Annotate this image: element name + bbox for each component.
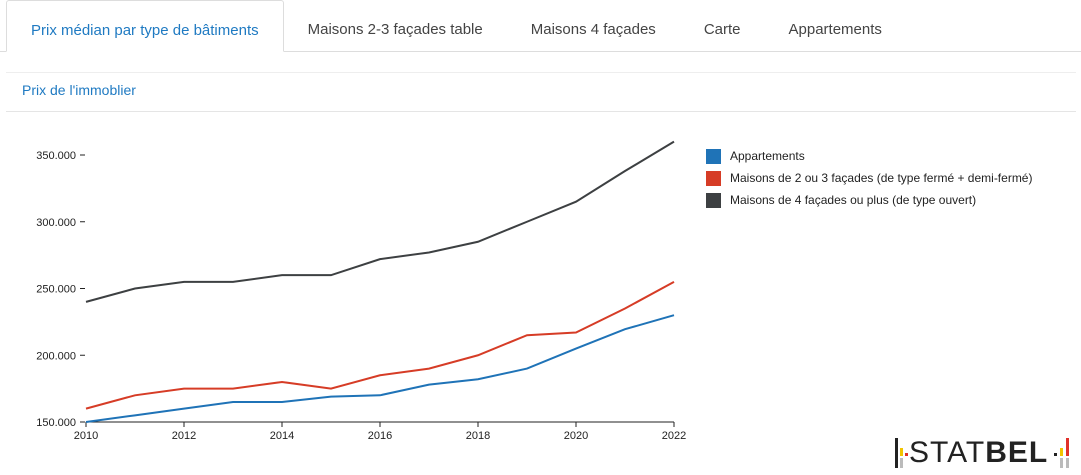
panel: [6, 72, 1076, 475]
series-line: [85, 140, 675, 303]
x-tick-label: 2010: [74, 430, 98, 442]
legend-swatch: [706, 170, 721, 186]
tab-prix-median[interactable]: Prix médian par type de bâtiments: [6, 0, 284, 52]
y-tick-label: 300.000: [36, 217, 76, 229]
logo-bars-icon: [895, 438, 908, 468]
y-tick-label: 350.000: [36, 150, 76, 162]
legend: Appartements Maisons de 2 ou 3 façades (…: [706, 145, 1032, 211]
legend-label: Appartements: [730, 149, 805, 163]
x-tick-label: 2016: [368, 430, 392, 442]
x-tick-label: 2014: [270, 430, 294, 442]
tab-maisons-2-3[interactable]: Maisons 2-3 façades table: [307, 21, 483, 38]
x-tick-label: 2018: [466, 430, 490, 442]
logo-bars-icon: [1054, 438, 1070, 468]
y-tick-label: 200.000: [36, 350, 76, 362]
legend-item[interactable]: Maisons de 2 ou 3 façades (de type fermé…: [706, 167, 1032, 189]
x-tick-label: 2022: [662, 430, 686, 442]
y-tick-label: 150.000: [36, 417, 76, 429]
legend-swatch: [706, 148, 721, 164]
tab-maisons-4[interactable]: Maisons 4 façades: [530, 21, 656, 38]
statbel-logo: STAT BEL: [895, 436, 1076, 470]
x-tick-label: 2020: [564, 430, 588, 442]
tab-carte[interactable]: Carte: [703, 21, 741, 38]
logo-text-bel: BEL: [985, 436, 1049, 469]
legend-label: Maisons de 4 façades ou plus (de type ou…: [730, 193, 977, 207]
legend-item[interactable]: Appartements: [706, 145, 1032, 167]
tab-bar: Prix médian par type de bâtiments Maison…: [0, 0, 1081, 52]
divider: [6, 111, 1076, 112]
legend-label: Maisons de 2 ou 3 façades (de type fermé…: [730, 171, 1033, 185]
panel-title: Prix de l'immoblier: [22, 82, 136, 98]
series-line: [85, 280, 675, 410]
y-tick-label: 250.000: [36, 284, 76, 296]
legend-item[interactable]: Maisons de 4 façades ou plus (de type ou…: [706, 189, 1032, 211]
legend-swatch: [706, 192, 721, 208]
tab-appartements[interactable]: Appartements: [788, 21, 882, 38]
x-tick-label: 2012: [172, 430, 196, 442]
series-line: [85, 314, 675, 423]
logo-text-stat: STAT: [909, 436, 986, 469]
